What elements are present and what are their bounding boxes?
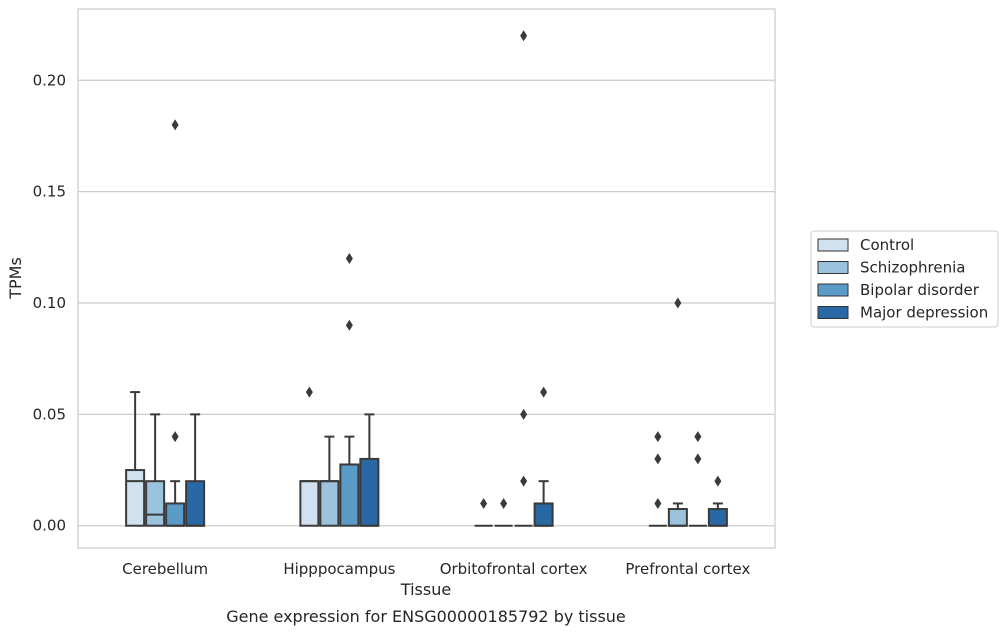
legend-frame xyxy=(810,230,999,328)
x-axis-label: Tissue xyxy=(400,580,451,599)
legend-swatch xyxy=(817,261,849,274)
outlier-point xyxy=(654,497,662,509)
outlier-point xyxy=(520,475,528,487)
outlier-point xyxy=(171,119,179,131)
y-tick-label: 0.05 xyxy=(33,405,66,423)
box-body xyxy=(667,508,688,527)
outlier-point xyxy=(694,431,702,443)
x-tick-label: Cerebellum xyxy=(122,560,208,578)
outlier-point xyxy=(654,453,662,465)
box-body xyxy=(319,480,340,527)
legend-swatch xyxy=(817,283,849,297)
outlier-point xyxy=(654,431,662,443)
box-body xyxy=(533,502,554,527)
x-tick-label: Prefrontal cortex xyxy=(625,560,750,578)
y-tick-label: 0.20 xyxy=(33,71,66,89)
outlier-point xyxy=(540,386,548,398)
legend-item: Major depression xyxy=(817,304,988,322)
outlier-point xyxy=(520,30,528,42)
outlier-point xyxy=(171,431,179,443)
outlier-point xyxy=(674,297,682,309)
outlier-point xyxy=(345,319,353,331)
box-body xyxy=(299,480,320,527)
outlier-point xyxy=(305,386,313,398)
y-tick-label: 0.00 xyxy=(33,517,66,535)
box-3-3 xyxy=(707,502,728,527)
outlier-point xyxy=(345,252,353,264)
x-axis-ticks: Cerebellum Hipppocampus Orbitofrontal cort… xyxy=(122,560,750,578)
box-body xyxy=(707,508,728,527)
legend: Control Schizophrenia Bipolar disorder Majo… xyxy=(810,230,999,328)
x-tick-label: Orbitofrontal cortex xyxy=(440,560,588,578)
box-1-0 xyxy=(299,480,320,527)
legend-label: Control xyxy=(860,236,914,254)
box-1-3 xyxy=(359,413,380,527)
box-1-2 xyxy=(339,435,360,527)
y-tick-label: 0.10 xyxy=(33,294,66,312)
box-1-1 xyxy=(319,435,340,527)
box-2-3 xyxy=(533,480,554,527)
y-axis-ticks: 0.00 0.05 0.10 0.15 0.20 xyxy=(33,71,66,534)
legend-swatch xyxy=(817,306,849,319)
gridlines xyxy=(78,79,775,527)
box-0-2 xyxy=(165,480,186,527)
outlier-point xyxy=(694,453,702,465)
outlier-point xyxy=(520,408,528,420)
outlier-point xyxy=(714,475,722,487)
legend-label: Schizophrenia xyxy=(860,259,965,277)
box-body xyxy=(145,480,166,527)
y-tick-label: 0.15 xyxy=(33,183,66,201)
box-body xyxy=(165,502,186,527)
box-body xyxy=(339,463,360,527)
outlier-point xyxy=(500,497,508,509)
box-0-1 xyxy=(145,413,166,527)
plot-area xyxy=(77,8,776,549)
box-3-1 xyxy=(667,502,688,527)
legend-label: Major depression xyxy=(860,304,988,322)
box-body xyxy=(185,480,206,527)
legend-swatch xyxy=(817,238,849,252)
legend-item: Schizophrenia xyxy=(817,259,965,277)
x-tick-label: Hipppocampus xyxy=(283,560,395,578)
box-body xyxy=(359,457,380,527)
legend-item: Bipolar disorder xyxy=(817,281,980,299)
legend-item: Control xyxy=(817,236,914,254)
legend-label: Bipolar disorder xyxy=(860,281,980,299)
y-axis-label: TPMs xyxy=(6,257,25,300)
box-body xyxy=(125,469,146,527)
outliers xyxy=(171,30,722,509)
box-0-0 xyxy=(125,391,146,527)
boxes xyxy=(125,391,728,527)
box-0-3 xyxy=(185,413,206,527)
chart-caption: Gene expression for ENSG00000185792 by t… xyxy=(226,607,626,626)
outlier-point xyxy=(480,497,488,509)
